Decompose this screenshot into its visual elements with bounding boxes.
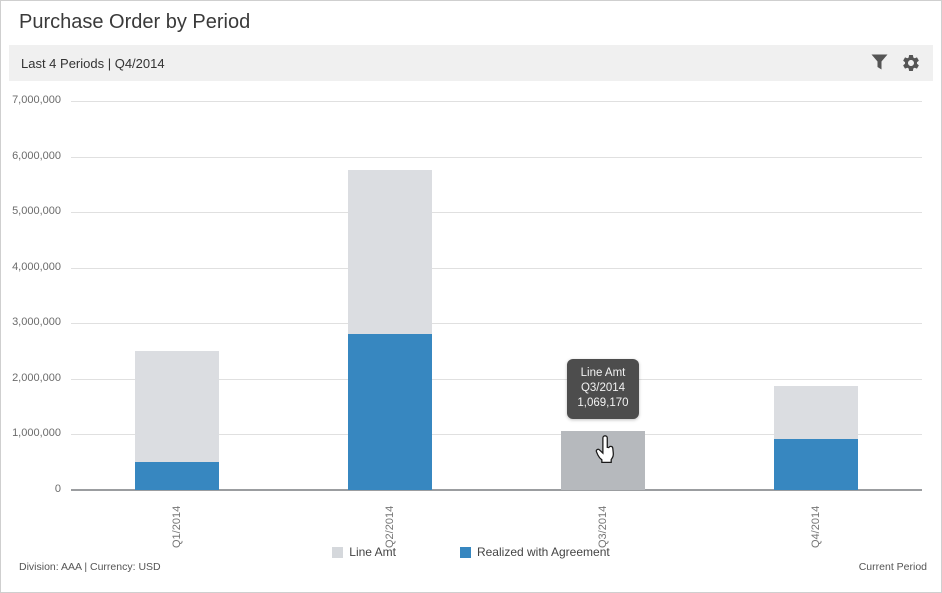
chart-legend: Line Amt Realized with Agreement <box>1 545 941 559</box>
y-axis-tick-label: 1,000,000 <box>12 427 61 440</box>
legend-label: Line Amt <box>349 545 396 559</box>
y-axis-tick-label: 5,000,000 <box>12 205 61 218</box>
chart-tooltip: Line Amt Q3/2014 1,069,170 <box>567 359 639 419</box>
current-period-label: Current Period <box>858 561 927 573</box>
page-title: Purchase Order by Period <box>19 11 251 33</box>
bar-realized-Q4/2014[interactable] <box>773 438 858 490</box>
gridline <box>71 378 922 380</box>
tooltip-value: 1,069,170 <box>577 397 629 409</box>
x-axis-tick-label: Q3/2014 <box>596 505 609 548</box>
x-axis-tick-label: Q2/2014 <box>384 505 397 548</box>
line-amt-swatch-icon <box>332 546 344 558</box>
x-axis-tick-label: Q4/2014 <box>809 505 822 548</box>
legend-label: Realized with Agreement <box>476 545 610 559</box>
chart-toolbar: Last 4 Periods | Q4/2014 <box>9 45 933 81</box>
filter-icon[interactable] <box>869 53 889 73</box>
gridline <box>71 156 922 158</box>
y-axis-tick-label: 4,000,000 <box>12 260 61 273</box>
tooltip-series-name: Line Amt <box>580 367 626 379</box>
y-axis-tick-label: 2,000,000 <box>12 371 61 384</box>
gridline <box>71 267 922 269</box>
gridline <box>71 323 922 325</box>
legend-item-line-amt[interactable]: Line Amt <box>332 545 396 559</box>
bar-realized-Q2/2014[interactable] <box>348 334 433 490</box>
tooltip-category: Q3/2014 <box>580 382 626 394</box>
bar-realized-Q1/2014[interactable] <box>135 462 220 490</box>
gridline <box>71 434 922 436</box>
gridline <box>71 101 922 102</box>
legend-item-realized[interactable]: Realized with Agreement <box>459 545 610 559</box>
chart-footer: Division: AAA | Currency: USD Current Pe… <box>19 561 927 573</box>
x-axis-baseline <box>71 489 922 491</box>
plot-area: 0 1,000,000 2,000,000 3,000,000 4,000,000 5,0… <box>12 94 922 548</box>
y-axis-tick-label: 6,000,000 <box>12 149 61 162</box>
gridline <box>71 212 922 214</box>
x-axis-tick-label: Q1/2014 <box>171 505 184 548</box>
hand-cursor-icon <box>593 435 619 470</box>
period-summary-label: Last 4 Periods | Q4/2014 <box>21 55 165 71</box>
y-axis-tick-label: 7,000,000 <box>12 94 61 106</box>
gear-icon[interactable] <box>901 53 921 73</box>
division-currency-label: Division: AAA | Currency: USD <box>19 561 161 573</box>
y-axis-tick-label: 0 <box>54 483 61 495</box>
y-axis-tick-label: 3,000,000 <box>12 316 61 329</box>
realized-swatch-icon <box>459 546 471 558</box>
